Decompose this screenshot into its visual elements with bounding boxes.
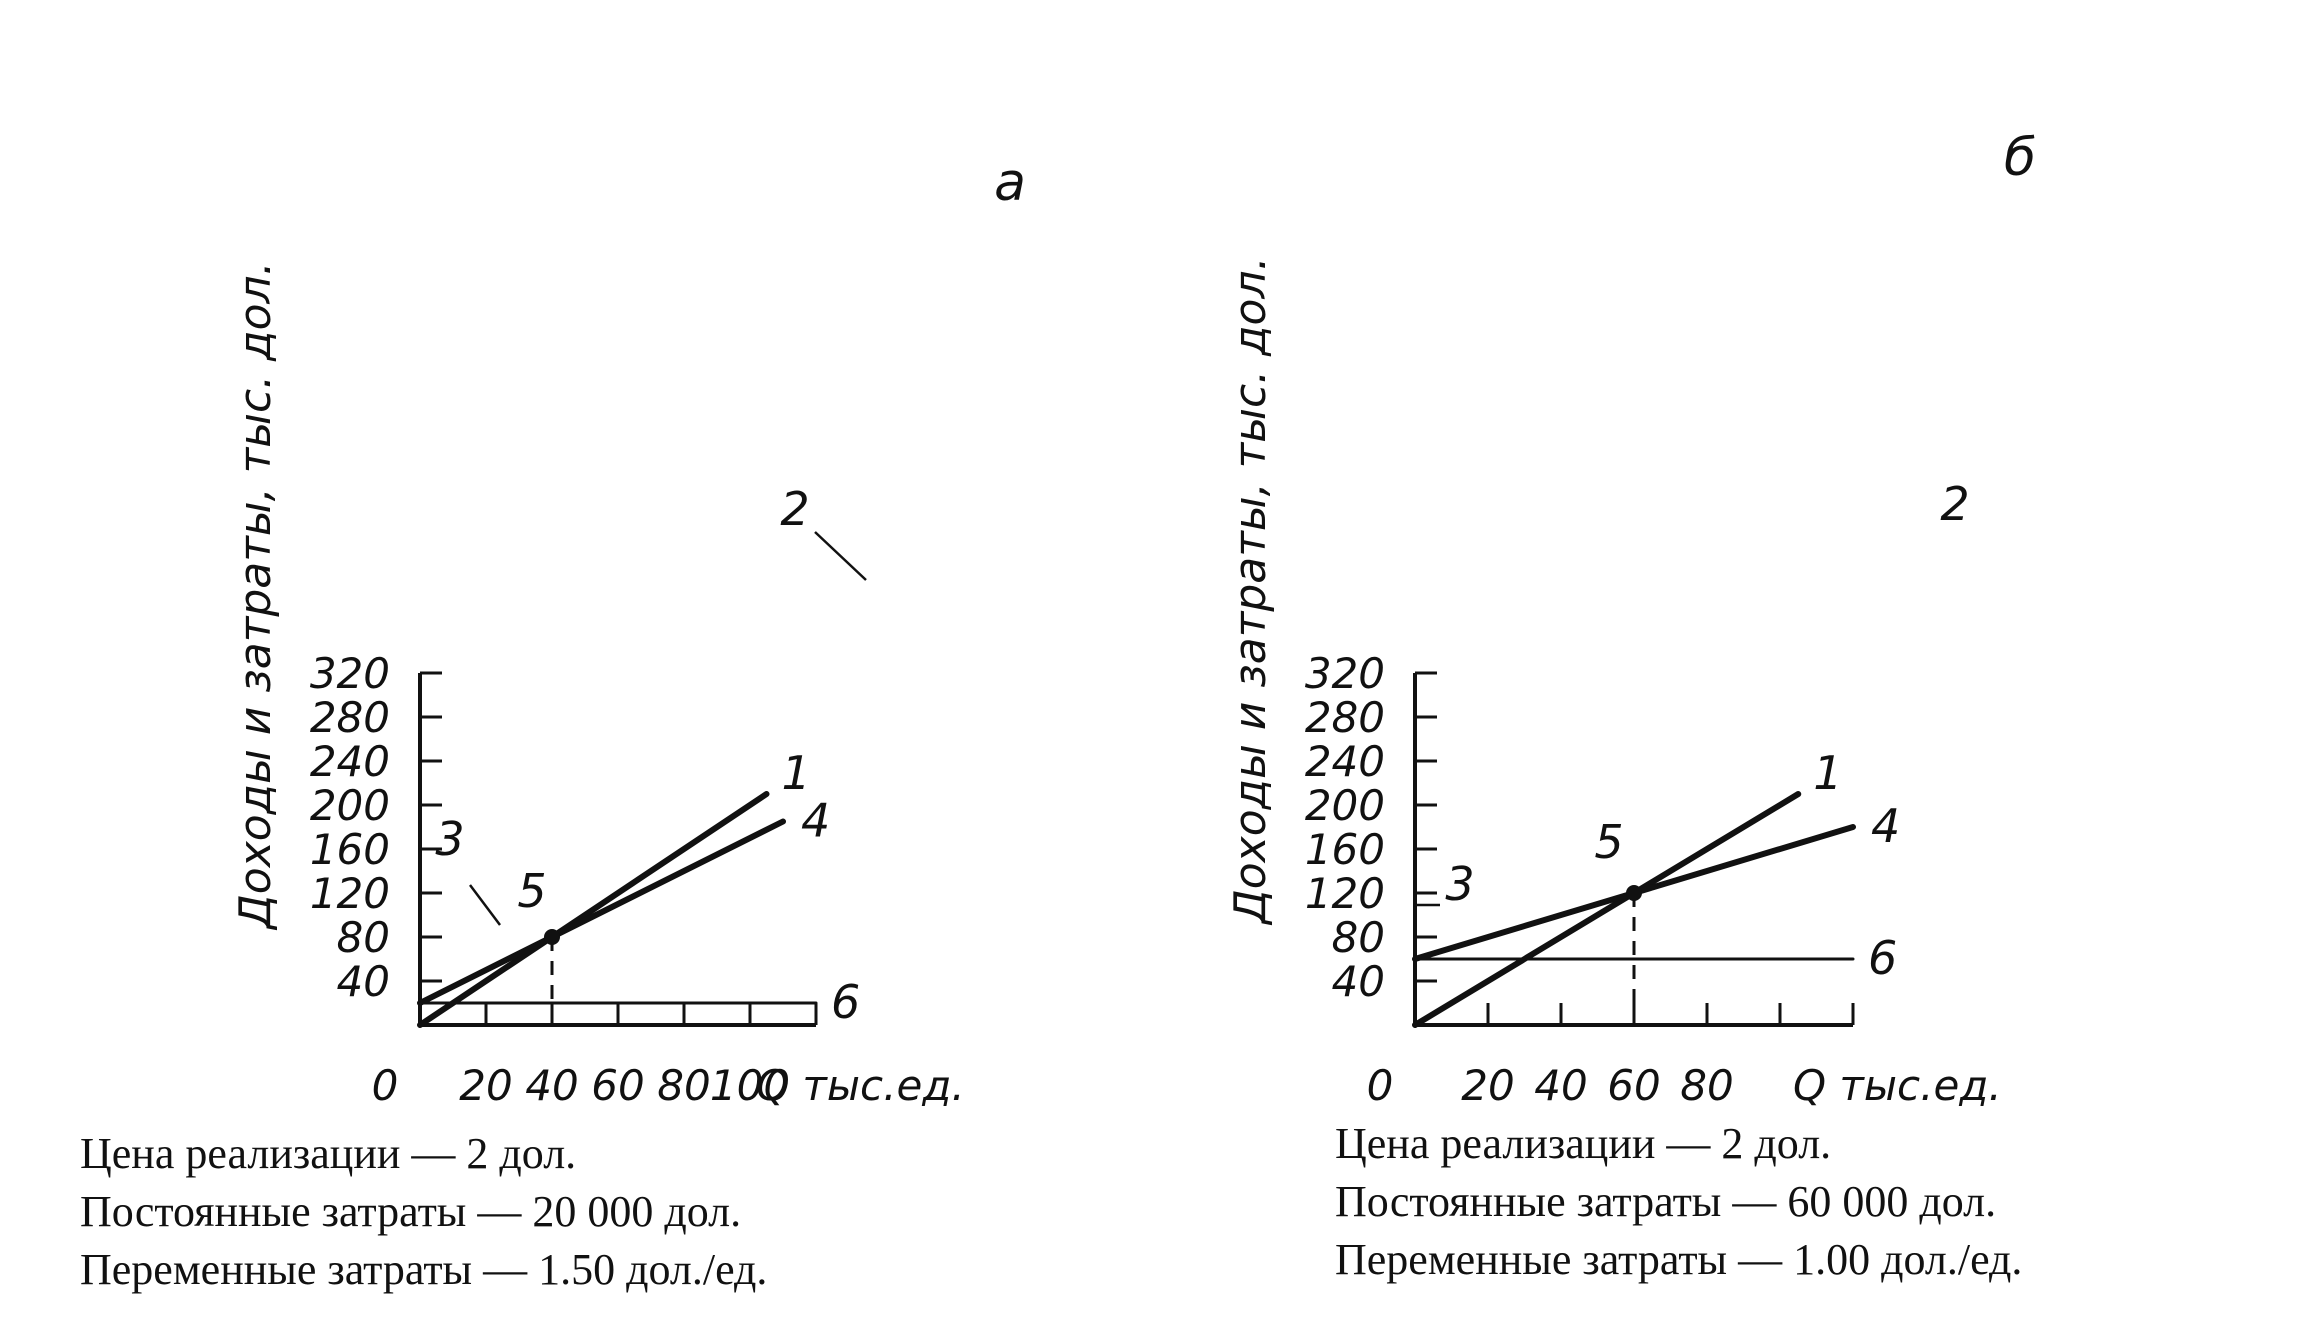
x-tick-label: 60 [591,1061,644,1110]
x-tick-label: 80 [657,1061,710,1110]
caption-variable-costs: Переменные затраты — 1.00 дол./ед. [1335,1235,2023,1284]
y-tick-label: 280 [310,693,390,742]
series-label-4: 4 [1871,799,1900,853]
y-axis-label: Доходы и затраты, тыс. дол. [1225,256,1276,925]
x-tick-label: 20 [1461,1061,1514,1110]
x-tick-label: 100 [710,1061,790,1110]
y-tick-label: 320 [1305,649,1385,698]
caption-panel-b: Цена реализации — 2 дол. Постоянные затр… [1335,1115,2022,1289]
x-axis-label: Q тыс.ед. [1793,1061,2002,1110]
series-label-1: 1 [1813,746,1842,800]
caption-fixed-costs: Постоянные затраты — 60 000 дол. [1335,1177,1997,1226]
x-tick-label: 80 [1680,1061,1733,1110]
series-line-1 [1412,791,1802,1028]
caption-variable-costs: Переменные затраты — 1.50 дол./ед. [80,1245,768,1294]
y-tick-label: 160 [1305,825,1385,874]
y-tick-label: 40 [1332,957,1385,1006]
y-tick-label: 200 [310,781,390,830]
series-label-6: 6 [1868,931,1897,985]
panel-label: б [2004,128,2036,188]
origin-label: 0 [1367,1061,1394,1110]
series-label-1: 1 [782,746,811,800]
y-tick-label: 240 [1305,737,1385,786]
caption-panel-a: Цена реализации — 2 дол. Постоянные затр… [80,1125,767,1299]
x-tick-label: 40 [1534,1061,1587,1110]
series-label-4: 4 [801,794,830,848]
region-label-2: 2 [1940,477,1969,531]
breakeven-point [544,929,560,945]
y-tick-label: 240 [310,737,390,786]
series-line-4 [417,818,786,1006]
x-tick-label: 20 [459,1061,512,1110]
region-label-3: 3 [435,812,464,866]
y-tick-label: 80 [1332,913,1385,962]
y-tick-label: 80 [337,913,390,962]
breakeven-point [1626,885,1642,901]
series-label-6: 6 [831,975,860,1029]
chart-panel-b: 20 40 60 800 Q тыс.ед.4080120160200240280320… [1225,128,2036,1110]
y-tick-label: 120 [310,869,390,918]
y-tick-label: 200 [1305,781,1385,830]
y-tick-label: 160 [310,825,390,874]
caption-price: Цена реализации — 2 дол. [1335,1119,1832,1168]
x-tick-label: 60 [1607,1061,1660,1110]
region-pointer-3 [469,884,501,926]
panel-label: а [994,153,1026,213]
region-label-3: 3 [1445,857,1474,911]
breakeven-label: 5 [1594,815,1623,869]
y-tick-label: 40 [337,957,390,1006]
y-tick-label: 120 [1305,869,1385,918]
caption-price: Цена реализации — 2 дол. [80,1129,577,1178]
series-line-1 [417,791,770,1028]
y-tick-label: 320 [310,649,390,698]
breakeven-label: 5 [517,864,546,918]
region-label-2: 2 [780,482,809,536]
origin-label: 0 [372,1061,399,1110]
region-pointer-2 [814,531,867,581]
x-tick-label: 40 [525,1061,578,1110]
caption-fixed-costs: Постоянные затраты — 20 000 дол. [80,1187,742,1236]
x-axis-label: Q тыс.ед. [756,1061,965,1110]
y-tick-label: 280 [1305,693,1385,742]
y-axis-label: Доходы и затраты, тыс. дол. [230,261,281,930]
